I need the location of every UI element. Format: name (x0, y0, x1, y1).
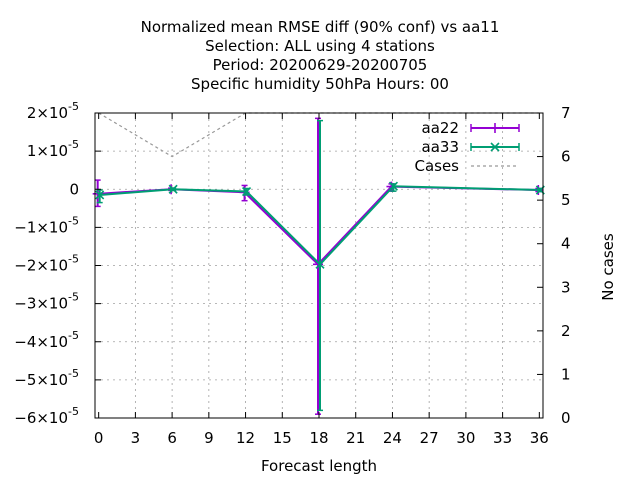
data-point (168, 184, 178, 194)
x-axis-label: Forecast length (261, 457, 377, 475)
y2-tick-label: 6 (561, 148, 571, 166)
series-aa33 (95, 119, 545, 412)
x-tick-label: 33 (493, 429, 512, 447)
x-tick-label: 6 (167, 429, 177, 447)
y2-tick-label: 1 (561, 365, 571, 383)
data-point (388, 181, 399, 191)
title-line: Specific humidity 50hPa Hours: 00 (191, 75, 449, 93)
x-tick-label: 18 (309, 429, 328, 447)
y-tick-mantissa: −2×10 (14, 257, 68, 275)
y-tick-exponent: -5 (68, 138, 79, 151)
x-tick-label: 21 (346, 429, 365, 447)
y2-tick-label: 3 (561, 278, 571, 296)
chart-title: Normalized mean RMSE diff (90% conf) vs … (141, 18, 500, 93)
y-tick-mantissa: 2×10 (27, 104, 68, 122)
y-tick-mantissa: −5×10 (14, 371, 68, 389)
y-tick-exponent: -5 (68, 367, 79, 380)
y-tick-exponent: -5 (68, 253, 79, 266)
legend-label: aa33 (422, 138, 459, 156)
y-tick-label: −5×10-5 (14, 367, 79, 389)
y-tick-label: −3×10-5 (14, 291, 79, 313)
x-tick-label: 3 (131, 429, 141, 447)
title-line: Normalized mean RMSE diff (90% conf) vs … (141, 18, 500, 36)
data-point (490, 142, 500, 152)
y-tick-mantissa: 1×10 (27, 142, 68, 160)
y-tick-exponent: -5 (68, 291, 79, 304)
y-tick-label: 0 (69, 180, 79, 198)
y2-tick-label: 4 (561, 235, 571, 253)
x-tick-label: 24 (383, 429, 402, 447)
y-tick-mantissa: −4×10 (14, 333, 68, 351)
y2-tick-label: 7 (561, 104, 571, 122)
y2-tick-label: 5 (561, 191, 571, 209)
y-tick-label: −1×10-5 (14, 214, 79, 236)
y-tick-label: 2×10-5 (27, 100, 79, 122)
y2-tick-label: 0 (561, 409, 571, 427)
y-tick-label: −4×10-5 (14, 329, 79, 351)
y-tick-exponent: -5 (68, 100, 79, 113)
y-tick-exponent: -5 (68, 329, 79, 342)
data-point (490, 123, 500, 133)
y-tick-mantissa: −6×10 (14, 409, 68, 427)
x-tick-label: 12 (236, 429, 255, 447)
axes: 0 3 6 9 12 15 18 21 24 27 30 33 362×10-51×10-50−1×10… (14, 100, 617, 475)
legend-label: Cases (414, 157, 459, 175)
x-tick-label: 15 (273, 429, 292, 447)
plot-frame (94, 112, 544, 419)
y-tick-mantissa: −1×10 (14, 218, 68, 236)
x-tick-label: 0 (94, 429, 104, 447)
title-line: Selection: ALL using 4 stations (205, 37, 435, 55)
x-tick-label: 30 (456, 429, 475, 447)
y-tick-mantissa: 0 (69, 180, 79, 198)
x-tick-label: 9 (204, 429, 214, 447)
data-point (241, 186, 252, 197)
y-tick-exponent: -5 (68, 214, 79, 227)
y2-tick-label: 2 (561, 322, 571, 340)
y-tick-mantissa: −3×10 (14, 295, 68, 313)
plot-area (92, 112, 545, 415)
legend-label: aa22 (422, 119, 459, 137)
y-tick-exponent: -5 (68, 405, 79, 418)
y-tick-label: 1×10-5 (27, 138, 79, 160)
data-point (95, 190, 105, 200)
title-line: Period: 20200629-20200705 (213, 56, 428, 74)
data-point (315, 259, 325, 269)
x-tick-label: 36 (530, 429, 549, 447)
x-tick-label: 27 (420, 429, 439, 447)
series-line (99, 185, 541, 266)
y2-axis-label: No cases (599, 233, 617, 301)
y-tick-label: −2×10-5 (14, 253, 79, 275)
y-tick-label: −6×10-5 (14, 405, 79, 427)
